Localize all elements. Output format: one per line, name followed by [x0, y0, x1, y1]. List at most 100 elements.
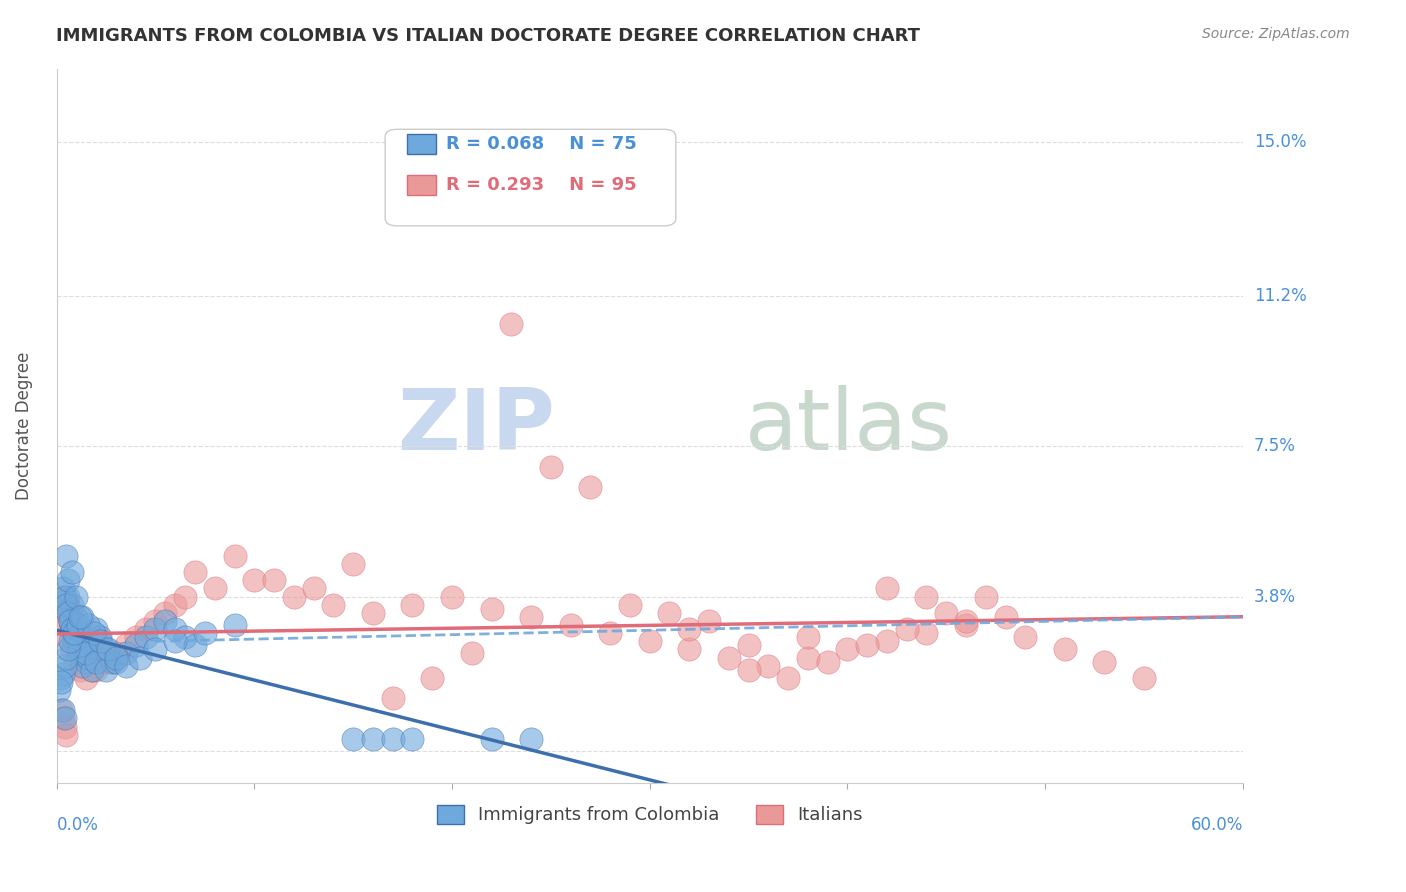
- Point: [361, 731, 384, 746]
- Point: [55, 650, 77, 665]
- Point: [125, 630, 148, 644]
- Point: [678, 642, 700, 657]
- Point: [67, 639, 90, 653]
- Text: 0.0%: 0.0%: [56, 815, 98, 834]
- Point: [55, 630, 77, 644]
- FancyBboxPatch shape: [385, 129, 676, 226]
- Point: [49, 674, 72, 689]
- Point: [94, 655, 117, 669]
- Point: [145, 614, 167, 628]
- Point: [697, 614, 720, 628]
- Point: [82, 663, 104, 677]
- Point: [51, 582, 73, 596]
- Point: [53, 590, 76, 604]
- Point: [59, 634, 82, 648]
- Point: [73, 639, 96, 653]
- Text: 11.2%: 11.2%: [1254, 287, 1306, 305]
- FancyBboxPatch shape: [406, 175, 436, 195]
- Point: [67, 647, 90, 661]
- Point: [540, 459, 562, 474]
- Point: [69, 626, 91, 640]
- Point: [65, 610, 87, 624]
- Point: [84, 622, 107, 636]
- Point: [135, 630, 157, 644]
- Point: [65, 618, 87, 632]
- Point: [322, 598, 344, 612]
- Point: [62, 622, 84, 636]
- Point: [520, 610, 543, 624]
- Point: [62, 630, 84, 644]
- Point: [65, 630, 87, 644]
- Point: [263, 574, 285, 588]
- Point: [77, 655, 100, 669]
- Point: [104, 650, 127, 665]
- Point: [184, 639, 207, 653]
- Text: 7.5%: 7.5%: [1254, 437, 1296, 455]
- Point: [797, 630, 820, 644]
- Point: [856, 639, 879, 653]
- Point: [560, 618, 582, 632]
- Point: [49, 703, 72, 717]
- Point: [53, 711, 76, 725]
- Point: [75, 655, 97, 669]
- Text: IMMIGRANTS FROM COLOMBIA VS ITALIAN DOCTORATE DEGREE CORRELATION CHART: IMMIGRANTS FROM COLOMBIA VS ITALIAN DOCT…: [56, 27, 921, 45]
- Point: [520, 731, 543, 746]
- Point: [501, 318, 523, 332]
- Text: R = 0.068    N = 75: R = 0.068 N = 75: [446, 136, 637, 153]
- Point: [101, 655, 124, 669]
- Point: [67, 618, 90, 632]
- Text: 15.0%: 15.0%: [1254, 133, 1306, 151]
- Y-axis label: Doctorate Degree: Doctorate Degree: [15, 351, 32, 500]
- Point: [89, 639, 111, 653]
- Point: [420, 671, 443, 685]
- Point: [994, 610, 1017, 624]
- Point: [125, 639, 148, 653]
- Point: [194, 626, 217, 640]
- Point: [342, 557, 364, 571]
- Point: [165, 622, 187, 636]
- Point: [84, 630, 107, 644]
- Text: atlas: atlas: [745, 384, 953, 467]
- Text: 3.8%: 3.8%: [1254, 588, 1296, 606]
- Point: [915, 626, 938, 640]
- Point: [63, 626, 86, 640]
- Point: [51, 711, 73, 725]
- Point: [638, 634, 661, 648]
- Point: [915, 590, 938, 604]
- Point: [65, 655, 87, 669]
- Point: [114, 658, 136, 673]
- Point: [62, 622, 84, 636]
- Point: [974, 590, 997, 604]
- Point: [59, 614, 82, 628]
- Point: [440, 590, 463, 604]
- Point: [82, 663, 104, 677]
- Point: [94, 642, 117, 657]
- Point: [737, 663, 759, 677]
- Point: [1014, 630, 1036, 644]
- Point: [481, 602, 503, 616]
- Point: [896, 622, 918, 636]
- Point: [75, 671, 97, 685]
- Point: [89, 630, 111, 644]
- Point: [59, 614, 82, 628]
- Point: [174, 630, 197, 644]
- Point: [58, 590, 80, 604]
- Point: [65, 590, 87, 604]
- FancyBboxPatch shape: [406, 135, 436, 154]
- Point: [55, 598, 77, 612]
- Point: [145, 622, 167, 636]
- Point: [381, 691, 404, 706]
- Point: [69, 610, 91, 624]
- Point: [243, 574, 266, 588]
- Point: [204, 582, 226, 596]
- Point: [84, 655, 107, 669]
- Point: [678, 622, 700, 636]
- Point: [955, 618, 977, 632]
- Point: [876, 582, 898, 596]
- Point: [165, 634, 187, 648]
- Text: R = 0.293    N = 95: R = 0.293 N = 95: [446, 176, 637, 194]
- Point: [114, 639, 136, 653]
- Point: [53, 720, 76, 734]
- Point: [65, 639, 87, 653]
- Point: [104, 647, 127, 661]
